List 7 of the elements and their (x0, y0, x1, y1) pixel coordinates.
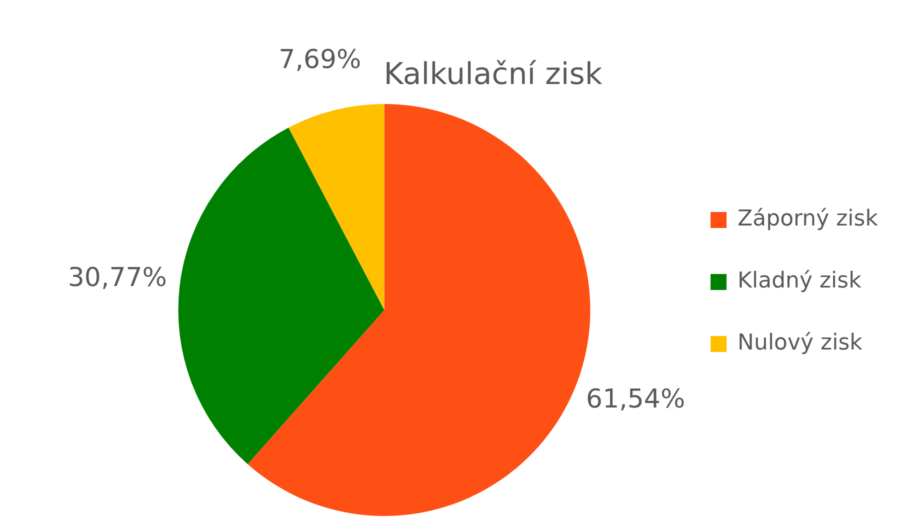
chart-title: Kalkulační zisk (384, 56, 603, 92)
data-label: 30,77% (68, 262, 168, 293)
legend-label: Nulový zisk (738, 330, 863, 356)
legend-label: Záporný zisk (738, 206, 878, 232)
data-label: 7,69% (278, 45, 362, 76)
legend-label: Kladný zisk (738, 268, 862, 294)
data-label: 61,54% (586, 384, 686, 415)
